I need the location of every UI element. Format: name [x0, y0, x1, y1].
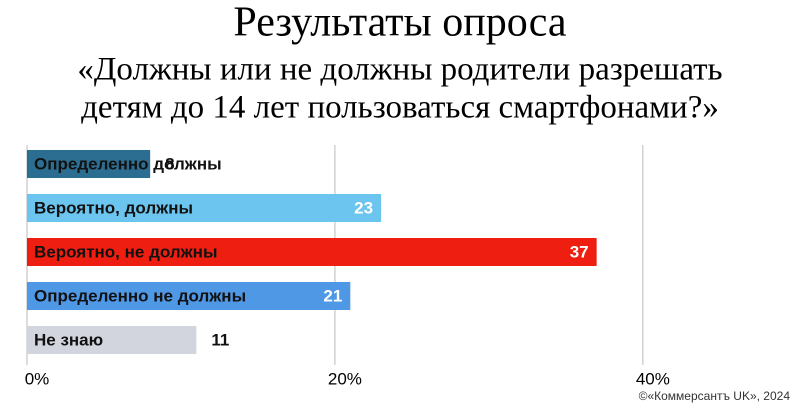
- bar: [27, 194, 382, 222]
- value-label: 8: [165, 154, 174, 173]
- value-label: 21: [323, 286, 342, 305]
- chart-subtitle: «Должны или не должны родители разрешать: [77, 52, 722, 88]
- bar: [27, 326, 197, 354]
- value-label: 37: [570, 242, 589, 261]
- category-label: Определенно не должны: [34, 286, 246, 305]
- value-label: 11: [211, 330, 229, 349]
- chart-subtitle: детям до 14 лет пользоваться смартфонами…: [81, 90, 719, 126]
- category-label: Вероятно, не должны: [34, 242, 217, 261]
- bar: [27, 150, 151, 178]
- x-tick-label: 0%: [25, 369, 50, 388]
- category-label: Не знаю: [34, 330, 103, 349]
- category-label: Определенно должны: [34, 154, 222, 173]
- category-label: Вероятно, должны: [34, 198, 193, 217]
- bar: [27, 238, 597, 266]
- x-tick-label: 20%: [328, 369, 362, 388]
- chart-title: Результаты опроса: [233, 0, 567, 46]
- x-tick-label: 40%: [636, 369, 670, 388]
- source: ©«Коммерсантъ UK», 2024: [639, 389, 791, 403]
- value-label: 23: [354, 198, 373, 217]
- bar: [27, 282, 351, 310]
